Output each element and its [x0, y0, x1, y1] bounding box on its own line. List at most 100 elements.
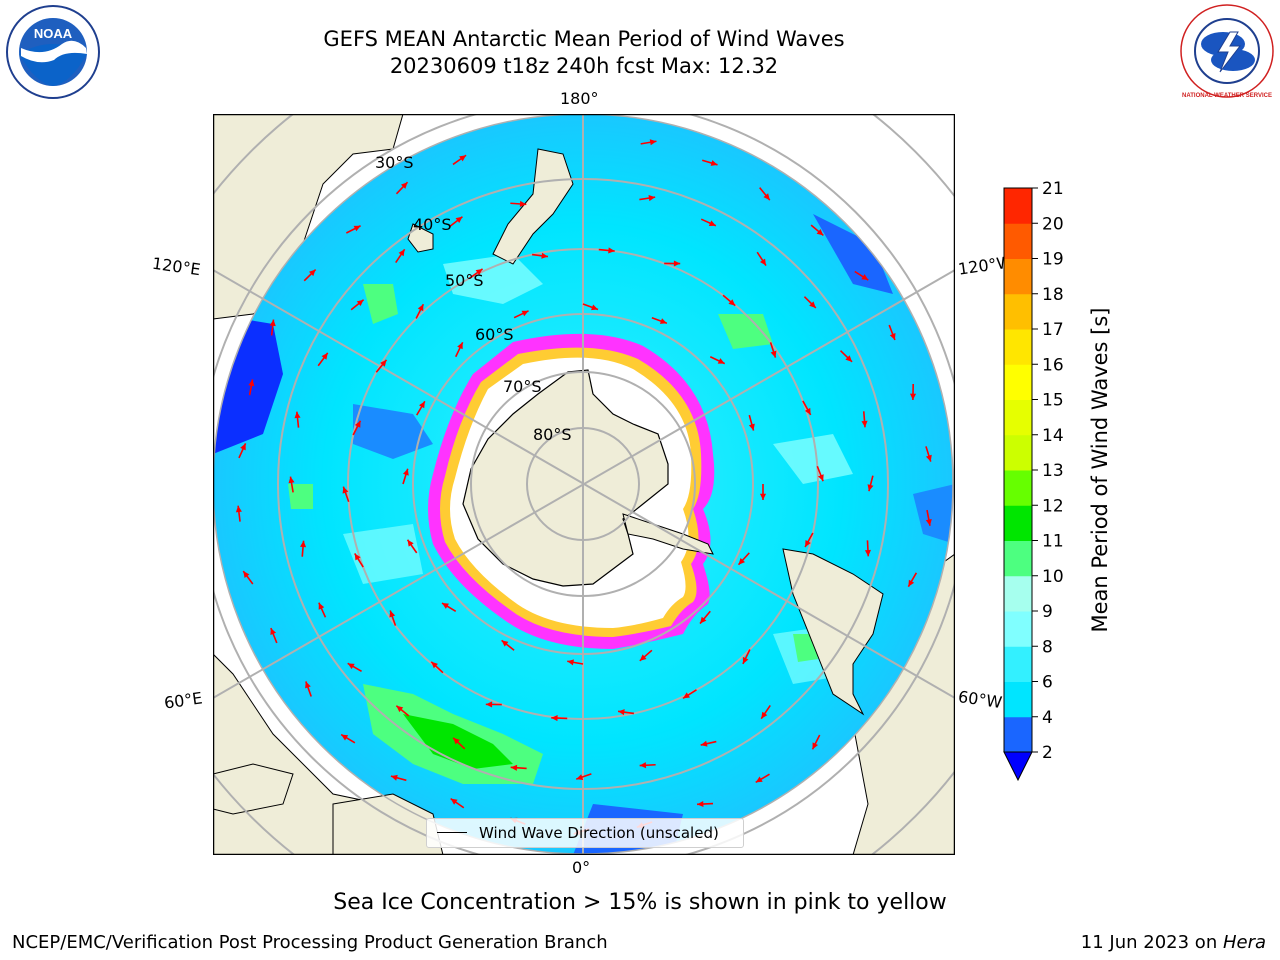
wave-arrow-head — [321, 352, 328, 360]
lat-label-80s: 80°S — [533, 425, 572, 444]
colorbar-tick-label: 2 — [1042, 743, 1053, 763]
chart-title: GEFS MEAN Antarctic Mean Period of Wind … — [323, 27, 845, 51]
lon-label-180: 180° — [560, 89, 599, 108]
wave-arrow-head — [442, 603, 449, 609]
wave-arrow-head — [417, 304, 424, 312]
wave-arrow-head — [742, 656, 749, 664]
wave-arrow-head — [248, 379, 255, 387]
lat-label-60s: 60°S — [475, 325, 514, 344]
wave-arrow-head — [770, 350, 777, 358]
wave-arrow-head — [700, 740, 708, 747]
noaa-logo-text: NOAA — [34, 26, 73, 41]
wave-arrow-head — [755, 776, 763, 783]
lat-label-70s: 70°S — [503, 377, 542, 396]
footer-host: Hera — [1222, 932, 1266, 953]
lon-label-0: 0° — [572, 858, 591, 877]
wave-arrow-head — [269, 319, 276, 327]
wave-arrow-head — [759, 258, 766, 266]
wave-arrow-head — [551, 715, 558, 722]
wave-arrow-head — [639, 762, 647, 769]
wave-arrow-head — [805, 540, 811, 547]
colorbar-tick-label: 14 — [1042, 426, 1064, 446]
colorbar-bin — [1004, 646, 1032, 682]
colorbar-tick-label: 15 — [1042, 391, 1064, 411]
nws-logo: NATIONAL WEATHER SERVICE — [1180, 4, 1274, 99]
colorbar-tick-label: 10 — [1042, 567, 1064, 587]
south-america — [782, 548, 884, 716]
wave-arrow-head — [861, 420, 868, 428]
wave-arrow-head — [659, 318, 667, 324]
wave-arrow-head — [908, 579, 915, 587]
wave-arrow-head — [453, 737, 460, 745]
nws-logo-text: NATIONAL WEATHER SERVICE — [1182, 93, 1272, 99]
wave-arrow-head — [354, 420, 361, 428]
map-frame — [213, 114, 955, 855]
wave-arrow-head — [809, 301, 816, 308]
wave-arrow-head — [817, 474, 824, 482]
colorbar-tick-label: 17 — [1042, 320, 1064, 340]
colorbar-bin — [1004, 575, 1032, 612]
wave-arrow-head — [354, 553, 361, 561]
wave-arrow-head — [889, 333, 896, 341]
colorbar-under-arrow — [1003, 751, 1033, 782]
lat-label-40s: 40°S — [413, 215, 452, 234]
colorbar-bin — [1004, 293, 1032, 330]
wave-arrow-head — [861, 274, 869, 281]
colorbar-bin — [1004, 188, 1032, 224]
footer-credit: NCEP/EMC/Verification Post Processing Pr… — [12, 932, 608, 953]
wave-arrow-head — [396, 705, 404, 713]
wave-arrow-head — [270, 628, 277, 636]
wave-arrow-head — [816, 229, 824, 236]
colorbar-tick-label: 6 — [1042, 673, 1053, 693]
colorbar-tick-label: 20 — [1042, 214, 1064, 234]
colorbar-bin — [1004, 364, 1032, 400]
wave-arrow-head — [347, 663, 355, 670]
wave-arrow-head — [407, 539, 414, 547]
polar-map: 30°S 40°S 50°S 60°S 70°S 80°S — [213, 114, 955, 855]
lat-label-30s: 30°S — [375, 153, 414, 172]
colorbar-tick-label: 9 — [1042, 602, 1053, 622]
wave-arrow-head — [475, 268, 483, 276]
wave-arrow-head — [459, 155, 467, 162]
wave-arrow-head — [380, 359, 387, 367]
wave-arrow-head — [402, 468, 409, 476]
madagascar — [213, 763, 294, 815]
wave-arrow-head — [738, 557, 746, 565]
wave-arrow-head — [450, 798, 458, 805]
wave-arrow-head — [455, 216, 463, 224]
colorbar-tick-label: 4 — [1042, 708, 1053, 728]
colorbar-tick-label: 18 — [1042, 285, 1064, 305]
colorbar-bin — [1004, 399, 1032, 436]
wave-arrow-head — [710, 160, 718, 166]
wave-arrow-head — [356, 299, 364, 307]
colorbar-bin — [1004, 470, 1032, 506]
wave-arrow-head — [519, 200, 527, 207]
wave-arrow-head — [501, 640, 509, 647]
colorbar-label: Mean Period of Wind Waves [s] — [1088, 307, 1112, 633]
colorbar-tick-label: 11 — [1042, 532, 1064, 552]
wave-arrow-head — [708, 220, 716, 226]
wave-arrow-head — [294, 411, 301, 419]
colorbar-tick-label: 16 — [1042, 355, 1064, 375]
lon-label-120e: 120°E — [150, 253, 202, 280]
legend-line-swatch — [437, 832, 467, 833]
wave-arrow-head — [510, 764, 518, 771]
wave-arrow-head — [431, 661, 438, 669]
colorbar-bin — [1004, 223, 1032, 259]
colorbar-bin — [1004, 540, 1032, 577]
legend-label: Wind Wave Direction (unscaled) — [479, 824, 719, 842]
wave-arrow-head — [804, 407, 811, 415]
wave-arrow-head — [608, 247, 615, 254]
wave-arrow-head — [576, 774, 584, 780]
wave-arrow-head — [673, 260, 681, 267]
footer-date: 11 Jun 2023 on Hera — [1081, 932, 1266, 953]
footer-date-text: 11 Jun 2023 on — [1080, 932, 1223, 953]
colorbar-tick-label: 12 — [1042, 496, 1064, 516]
wave-arrow-head — [925, 519, 932, 526]
wave-arrow-head — [909, 393, 917, 401]
wave-arrow-head — [864, 549, 871, 557]
wave-arrow-head — [318, 602, 325, 610]
wave-arrow-head — [761, 711, 768, 719]
graticule — [213, 114, 955, 855]
wave-arrow-head — [400, 182, 408, 189]
